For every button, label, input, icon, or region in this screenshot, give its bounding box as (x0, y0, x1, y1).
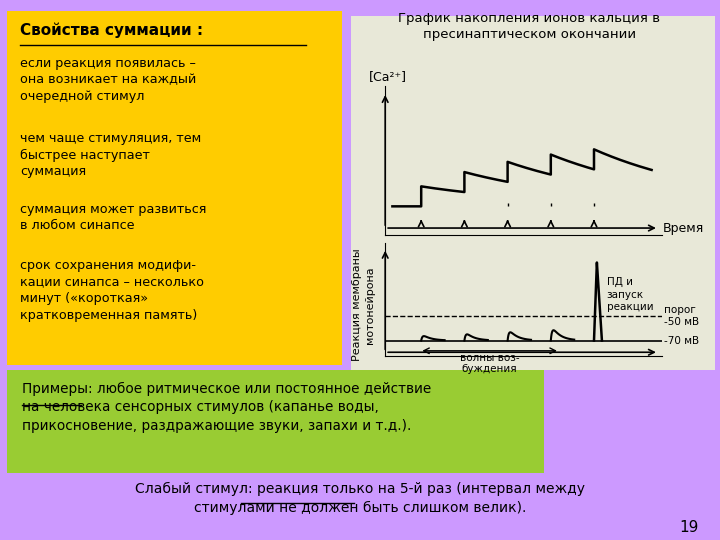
Text: 19: 19 (679, 519, 698, 535)
Text: порог
-50 мВ: порог -50 мВ (664, 305, 699, 327)
Text: срок сохранения модифи-
кации синапса – несколько
минут («короткая»
кратковремен: срок сохранения модифи- кации синапса – … (20, 259, 204, 322)
Text: Реакция мембраны
мотонейрона: Реакция мембраны мотонейрона (352, 249, 375, 361)
Text: чем чаще стимуляция, тем
быстрее наступает
суммация: чем чаще стимуляция, тем быстрее наступа… (20, 132, 202, 178)
Text: Слабый стимул: реакция только на 5-й раз (интервал между
стимулами не должен быт: Слабый стимул: реакция только на 5-й раз… (135, 482, 585, 515)
Bar (7, 11, 342, 364)
Text: суммация может развиться
в любом синапсе: суммация может развиться в любом синапсе (20, 202, 207, 232)
Text: волны воз-
буждения: волны воз- буждения (460, 353, 519, 374)
Bar (7, 370, 544, 472)
Text: Свойства суммации :: Свойства суммации : (20, 23, 203, 38)
Text: [Ca²⁺]: [Ca²⁺] (369, 70, 407, 83)
Text: Примеры: любое ритмическое или постоянное действие
на человека сенсорных стимуло: Примеры: любое ритмическое или постоянно… (22, 382, 431, 433)
Text: -70 мВ: -70 мВ (664, 335, 699, 346)
Text: График накопления ионов кальция в
пресинаптическом окончании: График накопления ионов кальция в пресин… (398, 12, 660, 41)
Text: Время: Время (662, 221, 703, 234)
Bar (351, 16, 715, 370)
Text: если реакция появилась –
она возникает на каждый
очередной стимул: если реакция появилась – она возникает н… (20, 57, 197, 103)
Text: ПД и
запуск
реакции: ПД и запуск реакции (606, 277, 653, 312)
